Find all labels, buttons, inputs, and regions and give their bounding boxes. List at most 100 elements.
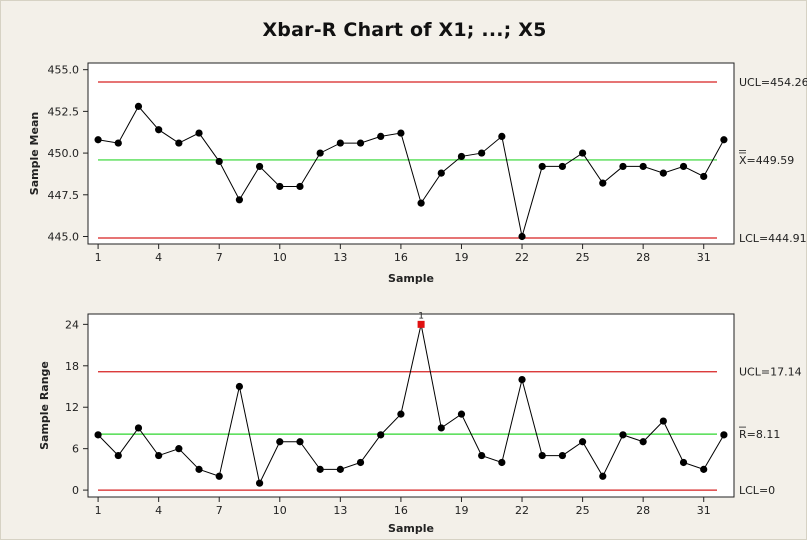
data-point — [397, 410, 405, 418]
data-point — [558, 451, 567, 460]
data-point — [720, 431, 728, 439]
data-point — [457, 410, 466, 418]
data-point — [599, 472, 607, 480]
y-tick-label: 24 — [65, 318, 79, 331]
data-point — [478, 149, 486, 157]
data-point — [498, 458, 506, 467]
x-tick-label: 22 — [515, 504, 529, 517]
y-tick-label: 18 — [65, 360, 79, 373]
x-tick-label: 7 — [216, 504, 223, 517]
data-point — [296, 182, 304, 191]
lcl-label: LCL=444.91 — [739, 232, 807, 245]
y-tick-label: 0 — [72, 484, 79, 497]
data-point — [619, 162, 627, 171]
x-tick-label: 19 — [454, 251, 468, 264]
range-chart: 1 4 7 10 13 16 19 22 25 28 31 0 6 12 18 24 Sample Sample … — [38, 311, 802, 535]
data-point — [175, 445, 183, 453]
data-point — [134, 424, 143, 432]
data-point — [417, 199, 425, 207]
data-point — [114, 451, 122, 460]
xbar-chart: 1 4 7 10 13 16 19 22 25 28 31 445.0 447.5 450.0 452.5 4… — [28, 62, 807, 285]
data-point — [94, 136, 102, 144]
data-point — [700, 465, 708, 473]
x-tick-label: 4 — [155, 504, 162, 517]
data-point — [316, 149, 324, 157]
data-point — [659, 169, 667, 177]
y-tick-label: 12 — [65, 401, 79, 414]
x-axis-title: Sample — [388, 272, 434, 285]
data-point — [175, 139, 183, 147]
data-point — [377, 431, 385, 439]
data-point — [558, 162, 567, 171]
x-tick-label: 10 — [273, 251, 287, 264]
data-point — [316, 465, 324, 473]
data-point — [276, 182, 284, 191]
data-point — [720, 136, 728, 144]
data-point — [397, 129, 405, 137]
x-tick-label: 10 — [273, 504, 287, 517]
y-axis-title: Sample Mean — [28, 112, 41, 195]
x-tick-label: 28 — [636, 504, 650, 517]
data-point — [377, 132, 385, 141]
y-tick-label: 6 — [72, 443, 79, 456]
data-point — [336, 465, 344, 473]
data-point — [255, 479, 264, 487]
data-point — [599, 179, 607, 187]
x-tick-label: 4 — [155, 251, 162, 264]
out-of-control-point — [417, 320, 425, 328]
series-line — [98, 105, 725, 237]
data-point — [457, 152, 466, 161]
data-point — [296, 438, 304, 446]
data-point — [195, 465, 203, 473]
x-tick-label: 16 — [394, 251, 408, 264]
data-point — [235, 196, 244, 204]
data-point — [518, 232, 526, 241]
x-tick-label: 19 — [454, 504, 468, 517]
x-tick-label: 25 — [576, 251, 590, 264]
data-point — [700, 172, 708, 181]
ucl-label: UCL=454.26 — [739, 76, 807, 89]
data-point — [538, 451, 546, 460]
data-point — [679, 162, 688, 171]
data-point — [578, 149, 587, 157]
y-axis-title: Sample Range — [38, 361, 51, 450]
x-tick-label: 7 — [216, 251, 223, 264]
data-point — [276, 438, 284, 446]
data-point — [255, 162, 264, 171]
data-point — [639, 438, 647, 446]
data-point — [679, 458, 688, 467]
data-point — [356, 139, 365, 147]
data-point — [619, 431, 627, 439]
test-flag-label: 1 — [418, 311, 424, 321]
y-tick-label: 450.0 — [48, 147, 80, 160]
x-tick-label: 1 — [95, 251, 102, 264]
data-point — [518, 376, 526, 384]
x-tick-label: 13 — [333, 504, 347, 517]
data-point — [538, 162, 546, 171]
data-point — [195, 129, 203, 137]
data-point — [478, 451, 486, 460]
data-point — [437, 169, 445, 177]
chart-title: Xbar-R Chart of X1; ...; X5 — [262, 19, 547, 41]
data-point — [155, 451, 163, 460]
x-tick-label: 31 — [697, 504, 711, 517]
data-point — [437, 424, 445, 432]
data-point — [336, 139, 344, 147]
data-point — [94, 431, 102, 439]
data-point — [356, 458, 365, 467]
data-point — [639, 162, 647, 171]
y-tick-label: 447.5 — [48, 189, 80, 202]
data-point — [215, 472, 223, 480]
x-tick-label: 28 — [636, 251, 650, 264]
ucl-label: UCL=17.14 — [739, 366, 802, 379]
data-point — [155, 126, 163, 134]
data-point — [659, 417, 667, 425]
x-tick-label: 25 — [576, 504, 590, 517]
data-point — [215, 157, 223, 166]
plot-area — [87, 62, 735, 245]
y-tick-label: 452.5 — [48, 105, 80, 118]
x-axis-title: Sample — [388, 522, 434, 535]
data-point — [134, 102, 143, 110]
